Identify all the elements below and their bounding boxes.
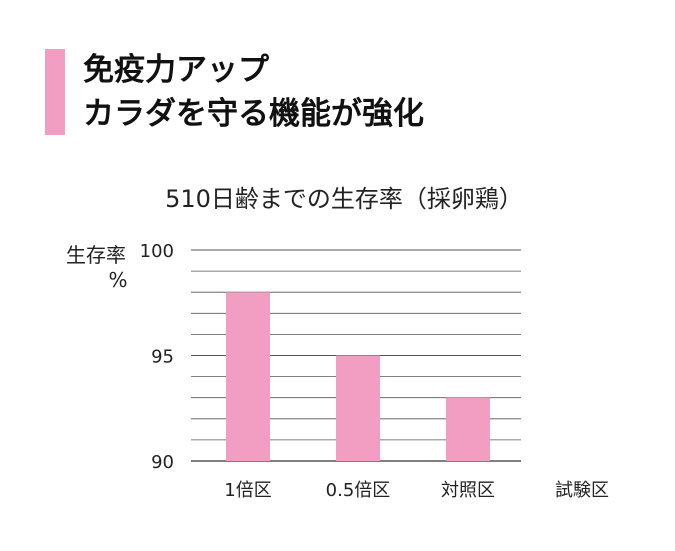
bar: [446, 397, 490, 461]
x-axis-label: 試験区: [555, 480, 609, 501]
bars: [226, 292, 490, 461]
bar: [336, 355, 380, 461]
category-label: 1倍区: [224, 480, 271, 501]
category-labels: 1倍区 0.5倍区 対照区: [224, 480, 495, 501]
page-heading: 免疫力アップ カラダを守る機能が強化: [83, 48, 424, 136]
category-label: 対照区: [441, 480, 495, 501]
heading-line-2: カラダを守る機能が強化: [83, 96, 424, 132]
y-axis-unit: %: [108, 268, 127, 292]
y-tick-labels: 90 95 100: [140, 241, 174, 473]
y-tick-label: 95: [151, 347, 174, 368]
y-tick-label: 90: [151, 452, 174, 473]
y-axis-label: 生存率: [66, 243, 126, 267]
chart-title: 510日齢までの生存率（採卵鶏）: [165, 185, 523, 213]
category-label: 0.5倍区: [326, 480, 391, 501]
heading-line-1: 免疫力アップ: [83, 52, 269, 88]
heading-accent-bar: [45, 49, 65, 135]
y-tick-label: 100: [140, 241, 174, 262]
bar: [226, 292, 270, 461]
